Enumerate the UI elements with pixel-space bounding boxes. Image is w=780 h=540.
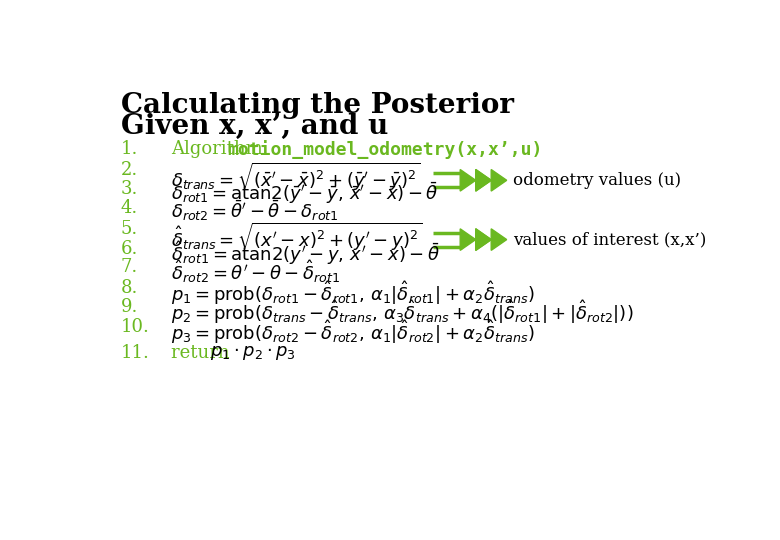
- Text: Given x, x’, and u: Given x, x’, and u: [121, 112, 388, 139]
- Text: $p_3 = \mathrm{prob}(\delta_{\mathit{rot2}}-\hat{\delta}_{\mathit{rot2}},\,\alph: $p_3 = \mathrm{prob}(\delta_{\mathit{rot…: [171, 318, 535, 346]
- Text: 11.: 11.: [121, 343, 150, 362]
- Polygon shape: [460, 229, 476, 251]
- Text: motion_model_odometry(x,x’,u): motion_model_odometry(x,x’,u): [228, 140, 543, 159]
- Polygon shape: [476, 170, 491, 191]
- Text: 5.: 5.: [121, 220, 138, 238]
- Text: odometry values (u): odometry values (u): [513, 172, 681, 189]
- Text: $\hat{\delta}_{\mathit{rot2}} = \theta'-\theta-\hat{\delta}_{\mathit{rot1}}$: $\hat{\delta}_{\mathit{rot2}} = \theta'-…: [171, 258, 340, 285]
- Text: Calculating the Posterior: Calculating the Posterior: [121, 92, 514, 119]
- Text: 2.: 2.: [121, 161, 138, 179]
- Text: 8.: 8.: [121, 279, 138, 297]
- Text: 7.: 7.: [121, 258, 138, 276]
- Text: return: return: [171, 343, 236, 362]
- Text: 6.: 6.: [121, 240, 138, 258]
- Text: 4.: 4.: [121, 199, 138, 217]
- Text: $p_1 = \mathrm{prob}(\delta_{\mathit{rot1}}-\hat{\delta}_{\mathit{rot1}},\,\alph: $p_1 = \mathrm{prob}(\delta_{\mathit{rot…: [171, 279, 535, 307]
- Polygon shape: [476, 229, 491, 251]
- Text: 1.: 1.: [121, 140, 138, 158]
- Text: Algorithm: Algorithm: [171, 140, 268, 158]
- Text: $\delta_{\mathit{trans}} = \sqrt{(\bar{x}'-\bar{x})^2+(\bar{y}'-\bar{y})^2}$: $\delta_{\mathit{trans}} = \sqrt{(\bar{x…: [171, 161, 420, 193]
- Polygon shape: [491, 229, 507, 251]
- Text: $p_1 \cdot p_2 \cdot p_3$: $p_1 \cdot p_2 \cdot p_3$: [210, 343, 296, 362]
- Polygon shape: [476, 229, 491, 251]
- Text: 3.: 3.: [121, 180, 138, 198]
- Text: $\delta_{\mathit{rot1}} = \mathrm{atan2}(\bar{y}'-\bar{y},\,\bar{x}'-\bar{x})-\b: $\delta_{\mathit{rot1}} = \mathrm{atan2}…: [171, 180, 438, 206]
- Text: $\hat{\delta}_{\mathit{rot1}} = \mathrm{atan2}(y'-y,\,x'-x)-\bar{\theta}$: $\hat{\delta}_{\mathit{rot1}} = \mathrm{…: [171, 240, 440, 267]
- Text: 10.: 10.: [121, 318, 150, 336]
- Polygon shape: [476, 170, 491, 191]
- Text: values of interest (x,x’): values of interest (x,x’): [513, 231, 706, 248]
- Polygon shape: [460, 170, 476, 191]
- Polygon shape: [491, 170, 507, 191]
- Text: 9.: 9.: [121, 298, 138, 316]
- Text: $\hat{\delta}_{\mathit{trans}} = \sqrt{(x'-x)^2+(y'-y)^2}$: $\hat{\delta}_{\mathit{trans}} = \sqrt{(…: [171, 220, 422, 253]
- Text: $p_2 = \mathrm{prob}(\delta_{\mathit{trans}}-\hat{\delta}_{\mathit{trans}},\,\al: $p_2 = \mathrm{prob}(\delta_{\mathit{tra…: [171, 298, 633, 326]
- Text: $\delta_{\mathit{rot2}} = \bar{\theta}'-\bar{\theta}-\delta_{\mathit{rot1}}$: $\delta_{\mathit{rot2}} = \bar{\theta}'-…: [171, 199, 339, 224]
